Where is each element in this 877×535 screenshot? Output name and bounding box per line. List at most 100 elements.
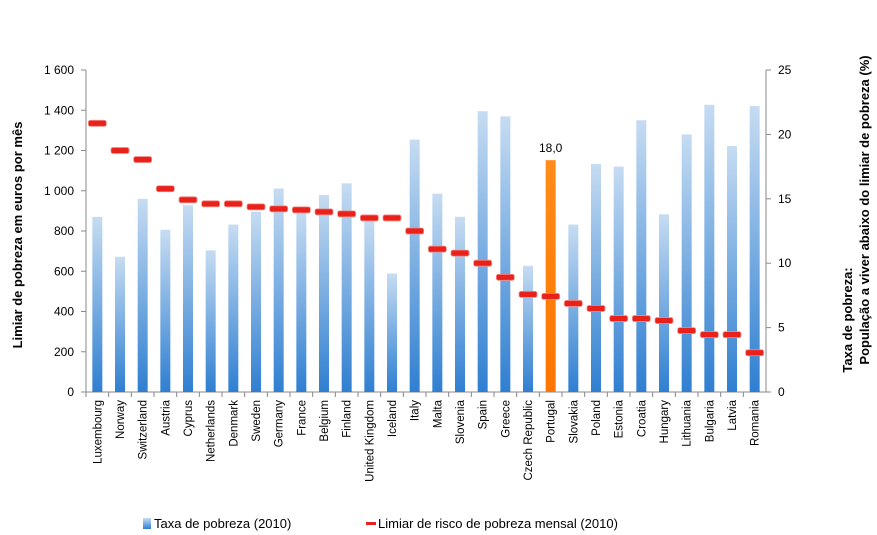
threshold-marker [291,206,311,214]
category-label: United Kingdom [364,400,376,482]
y-right-axis-title-line2: População a viver abaixo do limiar de po… [857,55,872,364]
bar [636,120,647,393]
category-label: Germany [274,400,286,448]
threshold-marker [541,293,561,300]
category-label: Lithuania [682,399,694,446]
category-label: Slovakia [568,399,580,443]
bar [251,211,261,392]
bar [500,116,511,393]
legend-bar-swatch [143,518,151,529]
threshold-marker [223,200,243,208]
bar [296,211,307,392]
y-right-axis-title-line1: Taxa de pobreza: [840,267,855,372]
category-label: Romania [750,399,762,446]
legend-dash-swatch [366,522,376,525]
threshold-marker [677,327,697,335]
bar [364,220,375,392]
bar [704,104,715,392]
threshold-marker [699,331,719,339]
y-left-tick-label: 0 [67,385,74,399]
legend-bar-label: Taxa de pobreza (2010) [154,516,291,531]
category-label: Latvia [727,399,739,430]
category-label: Switzerland [138,400,150,459]
threshold-marker [654,317,674,324]
threshold-marker [745,349,765,357]
bar [183,205,193,392]
category-label: Italy [410,400,422,421]
y-right-tick-label: 25 [778,63,792,77]
y-right-tick-label: 0 [778,385,785,399]
y-left-tick-label: 1 400 [44,103,74,117]
y-left-tick-label: 800 [54,224,74,238]
bar [568,224,579,392]
bar [137,198,148,392]
y-left-tick-label: 1 600 [44,63,74,77]
bar [409,139,420,392]
category-label: Finland [342,400,354,438]
bar [228,224,239,392]
category-label: Portugal [546,400,558,443]
category-label: Slovenia [455,399,467,444]
bar [659,214,669,392]
y-left-tick-label: 400 [54,305,74,319]
y-right-tick-label: 20 [778,127,792,141]
bar [341,183,352,392]
category-label: Luxembourg [92,400,104,464]
highlight-data-label: 18,0 [539,141,563,155]
category-label: Greece [500,400,512,438]
bar [92,216,103,392]
bar [681,134,692,392]
bar [591,164,601,392]
threshold-marker [110,147,130,154]
threshold-marker [427,245,447,253]
threshold-marker [269,205,289,213]
y-left-tick-label: 1 200 [44,144,74,158]
threshold-marker [722,331,742,339]
category-label: Hungary [659,400,671,444]
threshold-marker [178,196,198,204]
threshold-marker [359,214,379,222]
category-label: Cyprus [183,400,195,437]
legend-dash-label: Limiar de risco de pobreza mensal (2010) [378,516,618,531]
category-label: Iceland [387,400,399,437]
bar [432,193,443,392]
y-right-tick-label: 15 [778,192,792,206]
bar [115,256,125,392]
y-right-tick-label: 5 [778,321,785,335]
threshold-marker [405,227,425,235]
bar [319,194,329,392]
category-label: Croatia [636,399,648,437]
category-label: France [296,400,308,436]
threshold-marker [337,210,357,218]
bar [455,216,465,392]
category-label: Austria [160,399,172,435]
threshold-marker [314,208,334,216]
y-left-tick-label: 200 [54,345,74,359]
threshold-marker [518,290,538,298]
threshold-marker [450,249,470,257]
bar [387,273,397,392]
bar [727,145,737,392]
bar [273,188,284,392]
bar [523,265,533,392]
y-right-tick-label: 10 [778,256,792,270]
threshold-marker [382,214,402,222]
threshold-marker [201,200,221,208]
threshold-marker [631,315,651,322]
y-left-tick-label: 600 [54,264,74,278]
category-label: Bulgaria [704,399,716,442]
threshold-marker [155,185,175,193]
category-label: Norway [115,400,127,439]
category-label: Denmark [228,400,240,447]
bar-highlight [545,160,556,392]
legend: Taxa de pobreza (2010) Limiar de risco d… [143,516,618,531]
threshold-marker [133,156,153,163]
y-left-tick-label: 1 000 [44,184,74,198]
category-label: Netherlands [206,400,218,462]
plot-area: 0 200 400 600 800 1 000 1 200 1 400 1 600 0 5 10 15 2… [44,63,792,482]
threshold-marker [586,305,606,312]
bar [749,106,760,393]
threshold-marker [246,203,266,211]
threshold-marker [473,259,493,267]
